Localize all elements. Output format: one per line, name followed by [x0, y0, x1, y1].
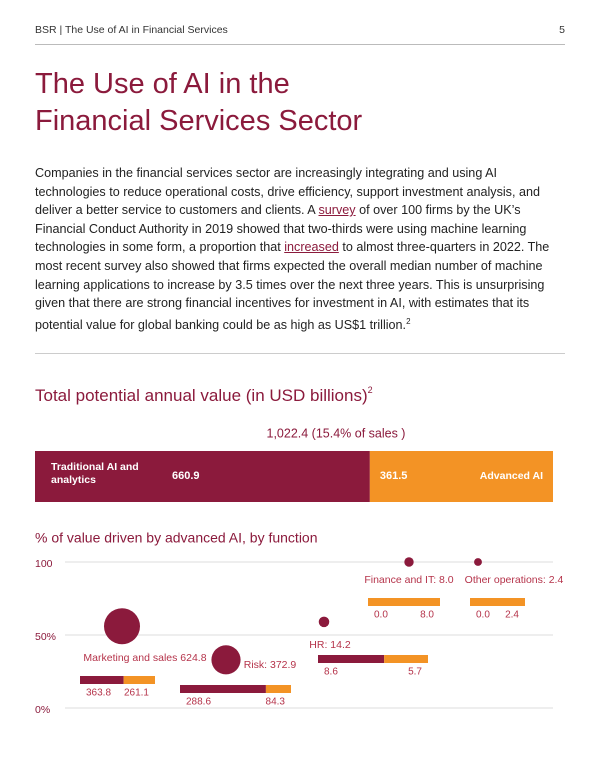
bubble: [474, 558, 482, 566]
running-title: BSR | The Use of AI in Financial Service…: [35, 24, 228, 36]
value-label: 363.8: [86, 688, 111, 699]
value-label: 660.9: [172, 470, 200, 482]
page-number: 5: [559, 24, 565, 36]
split-bar: [123, 676, 155, 684]
bubble-label: Risk: 372.9: [244, 659, 297, 671]
split-bar: [180, 685, 266, 693]
value-label: 8.6: [324, 667, 338, 678]
value-label: 5.7: [408, 667, 422, 678]
link[interactable]: increased: [284, 240, 339, 255]
text: of over 100 firms by the UK’s Financial …: [35, 203, 527, 255]
total-label: 1,022.4 (15.4% of sales ): [267, 426, 406, 440]
bubble-label: HR: 14.2: [309, 639, 351, 651]
value-label: 84.3: [266, 697, 286, 708]
chart-title: Total potential annual value (in USD bil…: [35, 385, 373, 405]
bubble: [104, 608, 140, 645]
y-tick-label: 0%: [35, 704, 50, 716]
separator: [35, 353, 565, 354]
value-label: 288.6: [186, 697, 211, 708]
bubble: [404, 557, 414, 567]
split-bar: [470, 598, 525, 606]
title-line: Financial Services Sector: [35, 105, 363, 137]
footnote-ref: 2: [406, 316, 411, 326]
legend-label: Advanced AI: [480, 470, 543, 482]
split-bar: [80, 676, 124, 684]
value-label: 8.0: [420, 610, 434, 621]
legend-label: Traditional AI and analytics: [51, 461, 139, 486]
bubble-label: Marketing and sales 624.8: [83, 652, 206, 664]
chart-title-text: Total potential annual value (in USD bil…: [35, 386, 368, 405]
bar-segment: [35, 451, 370, 502]
value-label: 0.0: [374, 610, 388, 621]
header-rule: [35, 44, 565, 45]
text: to almost three-quarters in 2022. The mo…: [35, 240, 550, 332]
bubble-label: Other operations: 2.4: [465, 574, 564, 586]
text: Companies in the financial services sect…: [35, 166, 540, 218]
chart-title: % of value driven by advanced AI, by fun…: [35, 530, 318, 546]
split-bar: [384, 655, 428, 663]
footnote-ref: 2: [368, 385, 373, 395]
split-bar: [265, 685, 291, 693]
legend-wrap: Traditional AI and analytics: [51, 461, 139, 486]
title: The Use of AI in the Financial Services …: [35, 66, 362, 140]
split-bar: [368, 598, 440, 606]
bubble-label: Finance and IT: 8.0: [364, 574, 453, 586]
bar-segment: [369, 451, 553, 502]
value-label: 261.1: [124, 688, 149, 699]
value-label: 2.4: [505, 610, 519, 621]
title-line: The Use of AI in the: [35, 68, 290, 100]
value-label: 361.5: [380, 470, 408, 482]
link[interactable]: survey: [318, 203, 356, 218]
bubble: [211, 645, 241, 675]
split-bar: [318, 655, 385, 663]
bubble: [318, 616, 330, 628]
y-tick-label: 100: [35, 558, 53, 570]
value-label: 0.0: [476, 610, 490, 621]
body-text: Companies in the financial services sect…: [35, 164, 550, 335]
y-tick-label: 50%: [35, 631, 56, 643]
